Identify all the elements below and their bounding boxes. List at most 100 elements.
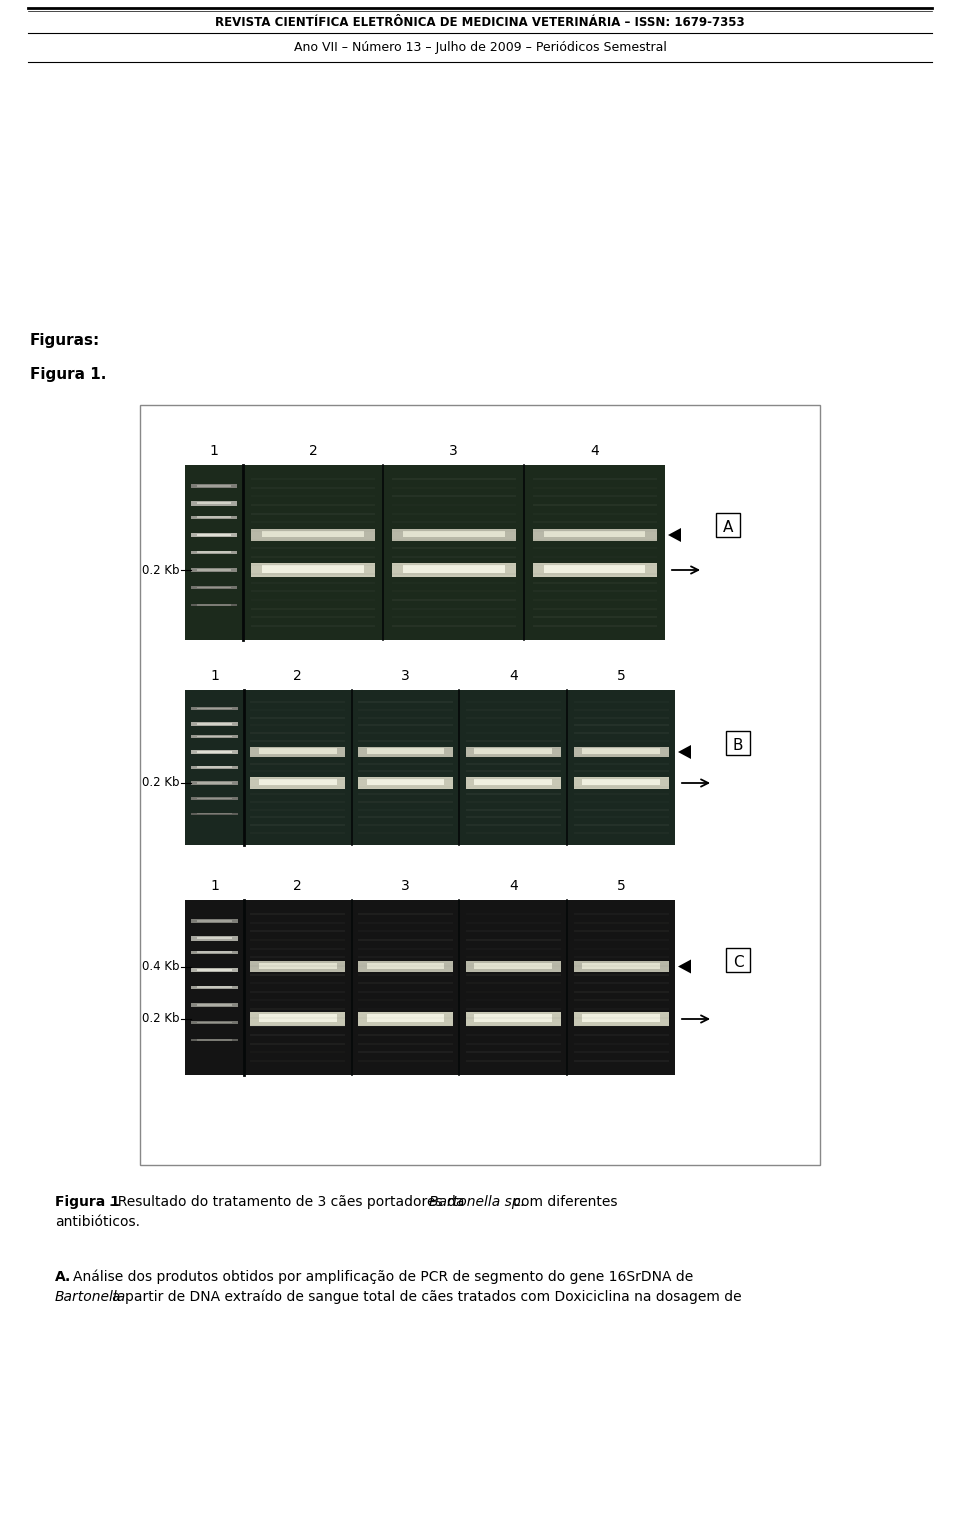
Text: A.: A. [55,1270,71,1284]
Bar [392,564,516,578]
Bar [392,625,516,627]
Bar [574,913,668,915]
Bar [358,816,453,818]
Bar [191,604,237,607]
Bar [252,496,375,497]
Text: Bartonella: Bartonella [55,1291,127,1304]
Text: B: B [732,738,743,753]
Text: 4: 4 [509,879,517,893]
Bar [466,1043,561,1044]
Bar [574,1052,668,1053]
Bar [251,808,346,810]
Bar [403,531,505,537]
Bar [574,716,668,719]
Bar [252,477,375,480]
Bar [251,724,346,727]
Bar [197,502,231,505]
Text: 1: 1 [209,444,218,457]
Bar [197,986,232,989]
Bar [191,485,237,488]
Text: 0.2 Kb: 0.2 Kb [141,776,179,790]
Bar [367,779,444,785]
Bar [251,1060,346,1063]
Bar [533,625,657,627]
Bar [358,701,453,704]
Bar [197,722,232,725]
Polygon shape [678,745,691,759]
Bar [466,961,561,972]
Bar [466,990,561,993]
Bar [251,1012,346,1026]
Bar [259,962,337,969]
Bar [191,533,237,537]
Bar [574,732,668,735]
Bar [191,798,238,799]
Bar [466,808,561,810]
Bar [466,747,561,750]
Text: Figura 1.: Figura 1. [30,368,107,382]
Bar [392,565,516,567]
Bar [191,502,237,505]
Bar [574,956,668,958]
Text: 2: 2 [308,444,318,457]
Bar [251,1033,346,1036]
Bar [251,785,346,787]
Bar [466,778,561,779]
Bar [197,587,231,588]
Bar [251,793,346,795]
Bar [392,504,516,507]
Bar [191,1038,238,1041]
Bar [252,564,375,578]
Bar [466,913,561,915]
Bar [251,708,346,711]
Bar [574,762,668,765]
Text: Bartonella sp.: Bartonella sp. [429,1195,525,1209]
Bar [252,590,375,593]
Bar [252,530,375,531]
Bar [533,539,657,541]
Bar [251,973,346,975]
Bar [533,487,657,488]
Bar [466,966,561,967]
Bar [574,701,668,704]
Bar [251,732,346,735]
Bar [251,1052,346,1053]
Bar [358,762,453,765]
Bar [466,801,561,802]
Bar [252,521,375,524]
Bar [252,599,375,601]
Bar [466,755,561,758]
Bar [574,1060,668,1063]
Bar [251,762,346,765]
Bar [358,793,453,795]
Bar [252,565,375,567]
Bar [392,599,516,601]
Bar [726,949,750,972]
Bar [358,716,453,719]
Bar [466,732,561,735]
Bar [252,608,375,610]
Bar [574,947,668,950]
Bar [197,485,231,487]
Bar [392,608,516,610]
Bar [251,755,346,758]
Bar [533,504,657,507]
Bar [358,956,453,958]
Bar [533,530,657,531]
Bar [191,568,237,571]
Bar [574,966,668,967]
Bar [466,973,561,975]
Bar [251,776,346,788]
Bar [358,939,453,941]
Bar [191,750,238,755]
Text: 2: 2 [294,668,302,684]
Bar [251,1026,346,1027]
Text: . Resultado do tratamento de 3 cães portadores da: . Resultado do tratamento de 3 cães port… [109,1195,468,1209]
Bar [466,701,561,704]
Text: 0.2 Kb: 0.2 Kb [141,564,179,576]
Bar [197,938,232,939]
Bar [574,747,668,750]
Bar [251,983,346,984]
Bar [543,565,645,573]
Bar [574,1009,668,1010]
